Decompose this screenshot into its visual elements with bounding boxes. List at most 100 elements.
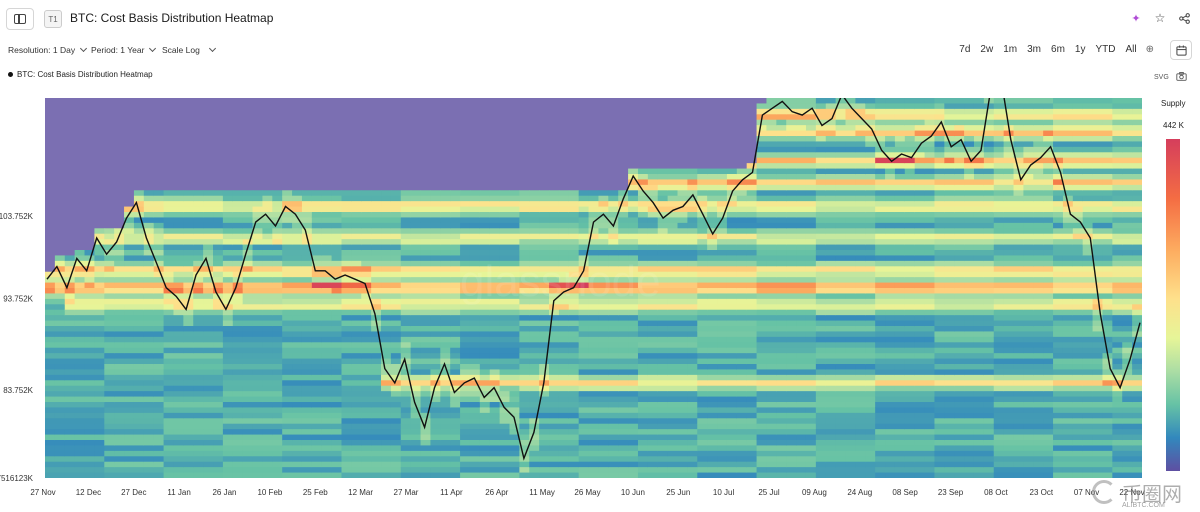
zoom-icon[interactable]: ⊕: [1145, 44, 1154, 55]
heatmap-cell: [163, 190, 175, 197]
heatmap-cell: [311, 228, 323, 235]
heatmap-cell: [598, 461, 609, 468]
heatmap-cell: [618, 190, 629, 197]
heatmap-cell: [894, 266, 906, 273]
range-7d-button[interactable]: 7d: [959, 44, 971, 55]
heatmap-cell: [173, 434, 184, 441]
heatmap-cell: [519, 353, 530, 360]
heatmap-cell: [657, 282, 669, 289]
heatmap-cell: [815, 255, 827, 262]
heatmap-cell: [321, 472, 333, 478]
heatmap-cell: [361, 440, 372, 447]
heatmap-cell: [74, 467, 86, 474]
heatmap-cell: [262, 353, 273, 360]
heatmap-cell: [835, 461, 847, 468]
heatmap-cell: [54, 434, 66, 441]
heatmap-cell: [341, 418, 352, 425]
heatmap-cell: [84, 298, 96, 305]
heatmap-cell: [104, 385, 115, 392]
share-button[interactable]: [1174, 8, 1194, 28]
chart-legend[interactable]: BTC: Cost Basis Distribution Heatmap: [8, 70, 153, 79]
heatmap-cell: [114, 353, 125, 360]
heatmap-cell: [825, 288, 837, 295]
range-1y-button[interactable]: 1y: [1074, 44, 1086, 55]
heatmap-cell: [608, 326, 619, 333]
heatmap-cell: [479, 195, 491, 202]
resolution-dropdown[interactable]: Resolution: 1 Day: [8, 44, 88, 55]
heatmap-cell: [381, 190, 392, 197]
heatmap-cell: [904, 152, 916, 159]
heatmap-cell: [292, 201, 303, 208]
heatmap-cell: [163, 418, 175, 425]
heatmap-cell: [124, 255, 135, 262]
heatmap-cell: [450, 434, 461, 441]
heatmap-cell: [371, 467, 382, 474]
favorite-button[interactable]: ☆: [1150, 8, 1170, 28]
heatmap-cell: [371, 326, 382, 333]
heatmap-cell: [875, 114, 886, 121]
heatmap-cell: [539, 201, 550, 208]
heatmap-cell: [539, 331, 550, 338]
heatmap-cell: [371, 331, 382, 338]
heatmap-cell: [499, 396, 511, 403]
heatmap-cell: [301, 304, 313, 311]
heatmap-cell: [430, 391, 441, 398]
range-ytd-button[interactable]: YTD: [1095, 44, 1116, 55]
heatmap-cell: [321, 342, 333, 349]
heatmap-cell: [440, 440, 451, 447]
heatmap-cell: [104, 429, 115, 436]
heatmap-cell: [677, 195, 688, 202]
range-2w-button[interactable]: 2w: [980, 44, 994, 55]
heatmap-cell: [805, 353, 817, 360]
heatmap-cell: [687, 374, 698, 381]
range-6m-button[interactable]: 6m: [1051, 44, 1065, 55]
heatmap-cell: [815, 157, 827, 164]
heatmap-cell: [667, 456, 679, 463]
heatmap-cell: [94, 250, 105, 257]
heatmap-cell: [637, 472, 649, 478]
heatmap-cell: [549, 239, 560, 246]
heatmap-cell: [509, 331, 520, 338]
heatmap-cell: [835, 407, 847, 414]
heatmap-cell: [460, 456, 471, 463]
heatmap-cell: [94, 358, 105, 365]
heatmap-cell: [786, 467, 797, 474]
camera-icon[interactable]: [1176, 72, 1187, 83]
heatmap-cell: [825, 174, 837, 181]
heatmap-cell: [667, 244, 679, 251]
sidebar-toggle-button[interactable]: [6, 8, 34, 30]
heatmap-cell: [904, 364, 916, 371]
heatmap-cell: [855, 108, 866, 115]
heatmap-cell: [549, 228, 560, 235]
calendar-button[interactable]: [1170, 40, 1192, 60]
heatmap-cell: [855, 98, 866, 105]
heatmap-cell: [588, 358, 600, 365]
heatmap-cell: [618, 440, 629, 447]
heatmap-cell: [242, 374, 254, 381]
range-1m-button[interactable]: 1m: [1003, 44, 1018, 55]
heatmap-cell: [558, 217, 570, 224]
period-dropdown[interactable]: Period: 1 Year: [91, 44, 157, 55]
heatmap-cell: [45, 369, 56, 376]
heatmap-cell: [835, 298, 847, 305]
heatmap-cell: [637, 429, 649, 436]
heatmap-cell: [173, 445, 184, 452]
heatmap-cell: [588, 228, 600, 235]
heatmap-cell: [736, 407, 748, 414]
range-all-button[interactable]: All: [1125, 44, 1137, 55]
heatmap-cell: [489, 239, 501, 246]
heatmap-cell: [143, 374, 155, 381]
heatmap-cell: [341, 315, 352, 322]
ai-assistant-button[interactable]: ✦: [1126, 8, 1146, 28]
svg-export-button[interactable]: SVG: [1154, 74, 1169, 81]
heatmap-cell: [578, 445, 590, 452]
heatmap-cell: [509, 309, 520, 316]
heatmap-cell: [54, 255, 66, 262]
heatmap-cell: [568, 450, 580, 457]
scale-dropdown[interactable]: Scale Log: [162, 44, 216, 55]
heatmap-cell: [163, 380, 175, 387]
heatmap-cell: [143, 445, 155, 452]
heatmap-cell: [796, 412, 807, 419]
range-3m-button[interactable]: 3m: [1027, 44, 1042, 55]
